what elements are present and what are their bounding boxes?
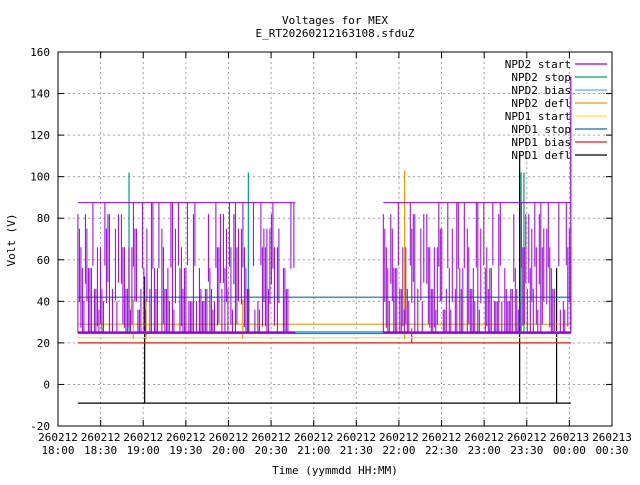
- x-tick-label-time: 19:30: [169, 444, 202, 457]
- legend-label: NPD1 defl: [511, 149, 571, 162]
- y-tick-label: 60: [37, 254, 50, 267]
- x-tick-label-date: 260212: [38, 431, 78, 444]
- legend-label: NPD2 bias: [511, 84, 571, 97]
- x-tick-label-date: 260213: [550, 431, 590, 444]
- y-tick-label: 80: [37, 212, 50, 225]
- y-tick-label: 140: [30, 88, 50, 101]
- x-tick-label-date: 260212: [166, 431, 206, 444]
- x-tick-label-date: 260212: [379, 431, 419, 444]
- x-tick-label-time: 21:00: [297, 444, 330, 457]
- y-tick-label: 100: [30, 171, 50, 184]
- legend-label: NPD2 defl: [511, 97, 571, 110]
- series-trace: [382, 202, 572, 333]
- x-tick-label-time: 00:30: [595, 444, 628, 457]
- chart-title: Voltages for MEX: [282, 14, 388, 27]
- x-tick-label-date: 260212: [209, 431, 249, 444]
- x-tick-label-date: 260212: [464, 431, 504, 444]
- legend-label: NPD1 stop: [511, 123, 571, 136]
- x-tick-label-date: 260212: [81, 431, 121, 444]
- x-tick-label-time: 18:00: [41, 444, 74, 457]
- y-tick-label: 0: [43, 378, 50, 391]
- legend-label: NPD2 stop: [511, 71, 571, 84]
- x-tick-label-time: 00:00: [553, 444, 586, 457]
- x-tick-label-time: 22:00: [382, 444, 415, 457]
- y-tick-label: 120: [30, 129, 50, 142]
- x-tick-label-date: 260212: [294, 431, 334, 444]
- x-tick-label-time: 22:30: [425, 444, 458, 457]
- ticks: -2002040608010012014016026021218:0026021…: [30, 46, 632, 457]
- x-tick-label-date: 260212: [123, 431, 163, 444]
- legend-label: NPD1 start: [505, 110, 571, 123]
- series-npd1-defl: [77, 151, 571, 404]
- x-tick-label-time: 19:00: [127, 444, 160, 457]
- x-tick-label-date: 260212: [251, 431, 291, 444]
- x-tick-label-time: 20:30: [255, 444, 288, 457]
- legend-label: NPD2 start: [505, 58, 571, 71]
- x-tick-label-date: 260212: [336, 431, 376, 444]
- y-tick-label: 40: [37, 295, 50, 308]
- y-axis-label: Volt (V): [5, 214, 18, 267]
- plot-frame: [57, 51, 613, 427]
- y-tick-label: -20: [30, 420, 50, 433]
- series-npd1-bias: [77, 328, 571, 344]
- x-tick-label-time: 21:30: [340, 444, 373, 457]
- x-tick-label-date: 260212: [422, 431, 462, 444]
- x-tick-label-time: 23:30: [510, 444, 543, 457]
- x-tick-label-time: 20:00: [212, 444, 245, 457]
- x-tick-label-date: 260212: [507, 431, 547, 444]
- series-npd2-start: [77, 76, 572, 334]
- x-tick-label-time: 23:00: [468, 444, 501, 457]
- x-axis-label: Time (yymmdd HH:MM): [272, 464, 398, 477]
- series-trace: [77, 202, 295, 333]
- x-tick-label-time: 18:30: [84, 444, 117, 457]
- y-tick-label: 160: [30, 46, 50, 59]
- series-layer: [77, 76, 572, 404]
- chart-subtitle: E_RT20260212163108.sfduZ: [256, 27, 415, 40]
- x-tick-label-date: 260213: [592, 431, 632, 444]
- y-tick-label: 20: [37, 337, 50, 350]
- legend-label: NPD1 bias: [511, 136, 571, 149]
